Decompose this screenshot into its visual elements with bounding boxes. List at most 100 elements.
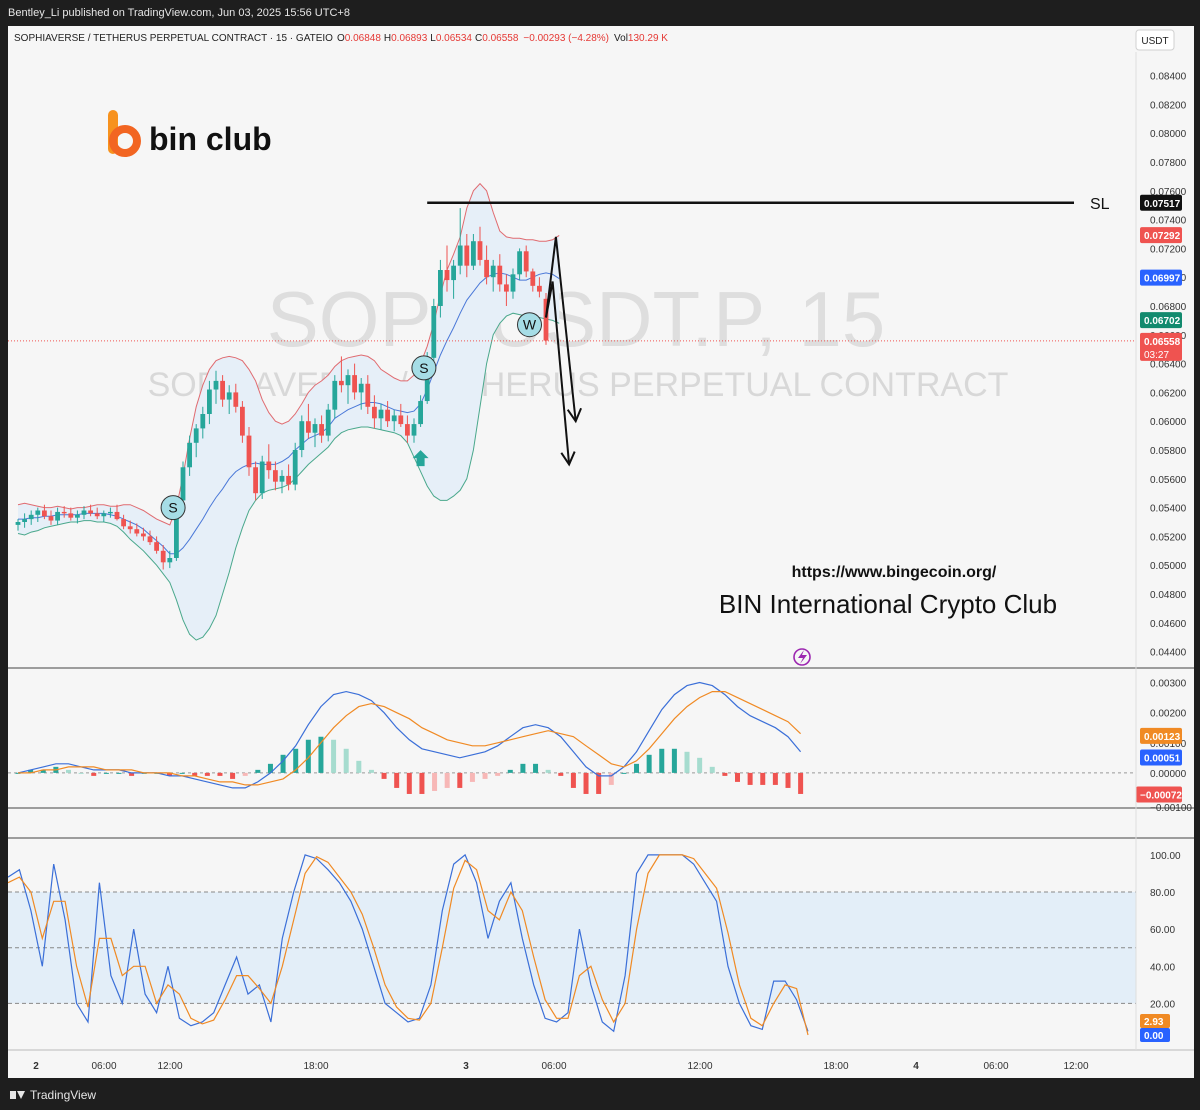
macd-hist-bar xyxy=(40,769,46,773)
lower-band-badge-bg xyxy=(1140,312,1182,329)
lower-band-badge: 0.06702 xyxy=(1144,316,1181,327)
price-tick-label: 0.07200 xyxy=(1150,244,1187,255)
watermark-name: SOPHIAVERSE / TETHERUS PERPETUAL CONTRAC… xyxy=(148,366,1009,404)
price-tick-label: 0.08400 xyxy=(1150,72,1187,83)
time-tick-label: 12:00 xyxy=(1063,1061,1088,1072)
price-tick-label: 0.06400 xyxy=(1150,360,1187,371)
tradingview-logo[interactable]: TradingView xyxy=(10,1088,96,1102)
change-value: −0.00293 (−4.28%) xyxy=(523,33,609,44)
low-value: 0.06534 xyxy=(436,33,473,44)
macd-hist-bar xyxy=(28,769,34,773)
candle-body xyxy=(121,519,126,527)
candle-body xyxy=(15,522,21,525)
macd-hist-bar xyxy=(798,772,804,794)
macd-histogram xyxy=(15,736,804,794)
time-axis[interactable]: 2 06:00 12:00 18:00 3 06:00 12:00 18:00 4 06:00 12… xyxy=(33,1061,1089,1072)
chart-frame[interactable]: SOPHUSDT.P, 15 SOPHIAVERSE / TETHERUS PE… xyxy=(8,26,1194,1078)
candle-body xyxy=(167,558,173,563)
candle-body xyxy=(266,461,272,471)
macd-hist-bar xyxy=(646,754,652,773)
time-tick-label: 18:00 xyxy=(823,1061,848,1072)
macd-signal-line xyxy=(18,691,802,786)
candle-body xyxy=(213,380,219,390)
macd-hist-bar xyxy=(596,772,602,794)
time-tick-label: 12:00 xyxy=(687,1061,712,1072)
watermark-ticker: SOPHUSDT.P, 15 xyxy=(267,275,885,363)
macd-hist-bar xyxy=(103,772,109,774)
buy-signal-arrow-icon xyxy=(412,450,429,467)
macd-hist-bar xyxy=(116,772,122,774)
candle-body xyxy=(431,306,437,358)
candle-body xyxy=(418,401,423,425)
candle-body xyxy=(306,421,311,433)
replay-icon[interactable] xyxy=(793,648,811,666)
macd-hist-bar xyxy=(785,772,791,788)
candle-body xyxy=(398,415,404,425)
candle-body xyxy=(484,259,489,278)
macd-hist-bar xyxy=(419,772,425,794)
price-tick-label: 0.06000 xyxy=(1150,417,1187,428)
price-panel[interactable]: S S W xyxy=(8,182,1136,641)
candle-body xyxy=(510,274,516,292)
stochastic-panel[interactable] xyxy=(8,853,1136,1036)
symbol-title: SOPHIAVERSE / TETHERUS PERPETUAL CONTRAC… xyxy=(14,33,668,44)
macd-hist-bar xyxy=(608,772,614,785)
signal-marker-circle xyxy=(517,312,542,338)
candle-body xyxy=(457,245,463,266)
sl-price-badge-bg xyxy=(1140,194,1182,211)
macd-hist-bar xyxy=(444,772,450,788)
macd-hist-bar xyxy=(457,772,463,788)
currency-button-label[interactable]: USDT xyxy=(1141,36,1168,47)
macd-hist-bar xyxy=(166,772,172,776)
candle-body xyxy=(180,467,186,501)
price-tick-label: 0.04400 xyxy=(1150,648,1187,659)
candle-body xyxy=(114,511,120,520)
macd-value-badge: 0.00051 xyxy=(1144,754,1181,765)
macd-hist-bar xyxy=(204,772,210,776)
candle-body xyxy=(141,533,146,537)
low-label: L xyxy=(430,33,436,44)
macd-panel[interactable] xyxy=(8,681,1136,794)
stochastic-d-line xyxy=(8,854,809,1036)
candle-body xyxy=(81,510,87,515)
candle-body xyxy=(207,389,212,414)
macd-hist-bar xyxy=(621,772,627,774)
candle-body xyxy=(438,270,443,306)
candle-body xyxy=(48,516,54,521)
symbol-legend: SOPHIAVERSE / TETHERUS PERPETUAL CONTRAC… xyxy=(14,33,668,44)
macd-hist-bar xyxy=(760,772,766,785)
price-axis[interactable]: 0.08400 0.08200 0.08000 0.07800 0.07600 0.074… xyxy=(1140,72,1187,659)
macd-tick-label: 0.00000 xyxy=(1150,769,1187,780)
price-tick-label: 0.05800 xyxy=(1150,446,1187,457)
candle-body xyxy=(325,409,331,436)
macd-axis[interactable]: 0.00300 0.00200 0.00100 0.00000 −0.00100 0.00… xyxy=(1136,679,1192,814)
candle-body xyxy=(464,245,470,266)
macd-hist-badge-bg xyxy=(1136,786,1182,803)
macd-hist-bar xyxy=(381,772,387,779)
volume-value: 130.29 K xyxy=(628,33,668,44)
stochastic-axis[interactable]: 100.00 80.00 60.00 40.00 20.00 2.93 0.00 xyxy=(1140,851,1181,1042)
candle-body xyxy=(134,529,140,534)
signal-marker-label: S xyxy=(419,360,428,376)
candle-body xyxy=(101,513,107,517)
stochastic-tick-label: 40.00 xyxy=(1150,962,1175,973)
macd-hist-bar xyxy=(482,772,488,779)
candle-body xyxy=(55,511,60,521)
sl-price-badge: 0.07517 xyxy=(1144,199,1181,210)
macd-hist-bar xyxy=(671,748,677,773)
upper-band-badge: 0.07292 xyxy=(1144,231,1181,242)
time-tick-label: 12:00 xyxy=(157,1061,182,1072)
price-tick-label: 0.05600 xyxy=(1150,475,1187,486)
publish-header: Bentley_Li published on TradingView.com,… xyxy=(0,0,1200,26)
macd-hist-bar xyxy=(558,772,564,776)
candle-body xyxy=(279,475,285,482)
projection-arrows xyxy=(545,236,582,467)
stoch-d-badge: 2.93 xyxy=(1144,1017,1164,1028)
tradingview-chart[interactable]: SOPHUSDT.P, 15 SOPHIAVERSE / TETHERUS PE… xyxy=(8,26,1194,1078)
price-tick-label: 0.06200 xyxy=(1150,388,1187,399)
currency-button[interactable]: USDT xyxy=(1135,29,1175,51)
candle-body xyxy=(411,424,417,436)
macd-hist-bar xyxy=(65,769,71,773)
candle-body xyxy=(286,475,291,485)
macd-line xyxy=(17,681,802,789)
